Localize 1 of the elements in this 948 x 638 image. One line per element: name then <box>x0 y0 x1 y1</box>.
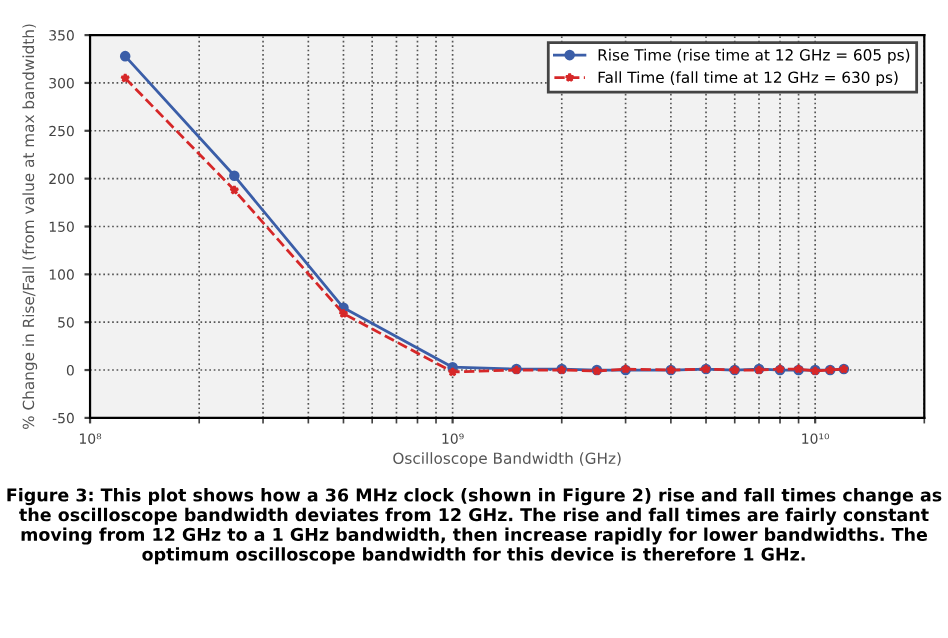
caption: Figure 3: This plot shows how a 36 MHz clock (shown in Figure 2) rise and fall times change as the oscilloscope bandwidth deviates from 12 GHz. The rise and fall times are fairly constant moving from 12 GHz to a 1 GHz bandwidth, then increase rapidly for lower bandwidths. The optimum oscilloscope bandwidth for this device is therefore 1 GHz. <box>7 488 942 565</box>
